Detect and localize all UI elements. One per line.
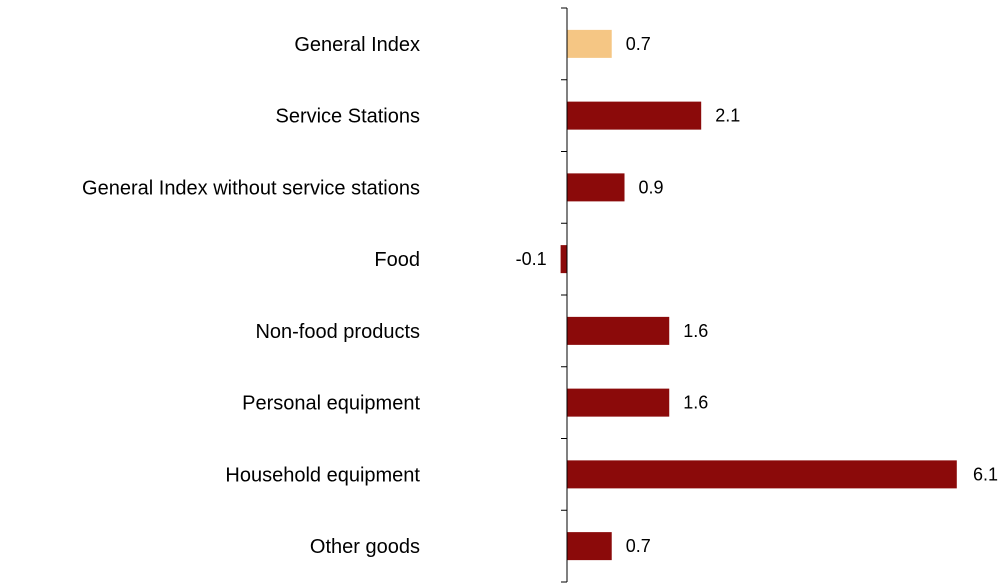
- category-label-food: Food: [374, 249, 420, 271]
- category-label-other-goods: Other goods: [310, 536, 420, 558]
- labels-layer: General Index 0.7 Service Stations 2.1 Gener…: [82, 34, 998, 558]
- bar-general-index: [567, 29, 612, 58]
- category-label-personal-equipment: Personal equipment: [242, 393, 420, 415]
- value-label-non-food-products: 1.6: [683, 321, 708, 341]
- category-label-service-stations: Service Stations: [275, 106, 420, 128]
- value-label-general-index: 0.7: [626, 34, 651, 54]
- bar-service-stations: [567, 101, 702, 130]
- bars-layer: [560, 29, 957, 561]
- value-label-other-goods: 0.7: [626, 536, 651, 556]
- category-label-non-food-products: Non-food products: [255, 321, 420, 343]
- category-label-general-index-without-service-stations: General Index without service stations: [82, 177, 420, 199]
- value-label-general-index-without-service-stations: 0.9: [639, 177, 664, 197]
- category-label-household-equipment: Household equipment: [225, 464, 420, 486]
- value-axis: [561, 7, 568, 583]
- bar-food: [560, 245, 567, 274]
- value-label-household-equipment: 6.1: [973, 464, 998, 484]
- bar-general-index-without-service-stations: [567, 173, 625, 202]
- value-label-food: -0.1: [516, 249, 547, 269]
- bar-household-equipment: [567, 460, 957, 489]
- bar-personal-equipment: [567, 388, 670, 417]
- bar-non-food-products: [567, 316, 670, 345]
- value-label-personal-equipment: 1.6: [683, 393, 708, 413]
- bar-other-goods: [567, 532, 612, 561]
- category-label-general-index: General Index: [294, 34, 420, 56]
- value-label-service-stations: 2.1: [715, 106, 740, 126]
